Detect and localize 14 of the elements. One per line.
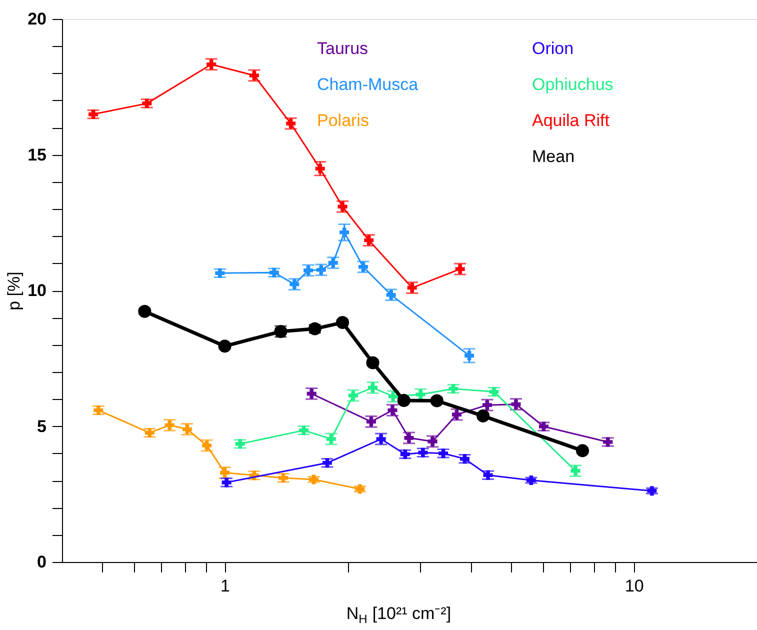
y-tick-label: 5 [37, 416, 46, 436]
y-tick-label: 10 [28, 281, 46, 300]
text: Mean [532, 147, 575, 166]
text: Orion [532, 39, 574, 58]
y-tick-label: 15 [28, 145, 46, 164]
text: Taurus [317, 39, 368, 58]
text: Polaris [317, 111, 369, 130]
text: Cham-Musca [317, 75, 419, 94]
text: Ophiuchus [532, 75, 614, 94]
x-tick-label: 1 [220, 576, 230, 596]
y-tick-label: 20 [28, 10, 46, 28]
y-tick-label: 0 [37, 552, 46, 572]
y-axis-title: p [%] [4, 272, 24, 310]
text: Aquila Rift [532, 111, 610, 130]
